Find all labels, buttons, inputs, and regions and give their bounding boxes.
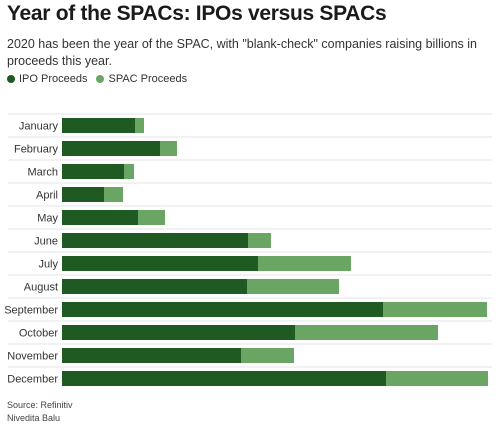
bar-ipo — [62, 141, 160, 156]
category-label: June — [34, 236, 58, 248]
category-label: May — [37, 213, 58, 225]
legend-label-spac: SPAC Proceeds — [108, 73, 188, 85]
bar-spac — [258, 256, 351, 271]
bar-spac — [138, 210, 165, 225]
category-label: January — [19, 121, 59, 133]
bar-spac — [248, 233, 271, 248]
legend-swatch-ipo — [7, 75, 15, 83]
bar-spac — [124, 164, 134, 179]
bar-spac — [135, 118, 144, 133]
bar-ipo — [62, 325, 295, 340]
category-label: October — [19, 328, 58, 340]
bar-spac — [247, 279, 339, 294]
bar-ipo — [62, 164, 124, 179]
legend: IPO Proceeds SPAC Proceeds — [7, 73, 196, 85]
bar-spac — [104, 187, 123, 202]
bar-spac — [241, 348, 294, 363]
legend-swatch-spac — [96, 75, 105, 83]
bar-ipo — [62, 210, 138, 225]
bar-ipo — [62, 118, 135, 133]
category-label: March — [27, 167, 58, 179]
category-label: November — [7, 351, 58, 363]
chart-title: Year of the SPACs: IPOs versus SPACs — [7, 2, 387, 25]
bar-spac — [386, 371, 488, 386]
bar-ipo — [62, 256, 258, 271]
legend-item-spac: SPAC Proceeds — [96, 73, 187, 85]
legend-label-ipo: IPO Proceeds — [19, 73, 88, 85]
category-label: September — [4, 305, 58, 317]
category-label: July — [38, 259, 58, 271]
bar-ipo — [62, 371, 386, 386]
bar-spac — [383, 302, 487, 317]
author-text: Nivedita Balu — [7, 413, 61, 423]
bar-ipo — [62, 302, 383, 317]
source-text: Source: Refinitiv — [7, 400, 73, 410]
category-label: February — [14, 144, 59, 156]
bar-spac — [295, 325, 438, 340]
category-label: December — [7, 374, 58, 386]
bar-ipo — [62, 187, 104, 202]
category-label: April — [36, 190, 58, 202]
chart-subtitle: 2020 has been the year of the SPAC, with… — [7, 37, 478, 68]
bar-spac — [160, 141, 177, 156]
bar-ipo — [62, 348, 241, 363]
bar-ipo — [62, 279, 247, 294]
category-label: August — [24, 282, 58, 294]
legend-item-ipo: IPO Proceeds — [7, 73, 87, 85]
bar-ipo — [62, 233, 248, 248]
source-note: Source: Refinitiv Nivedita Balu — [7, 399, 73, 425]
